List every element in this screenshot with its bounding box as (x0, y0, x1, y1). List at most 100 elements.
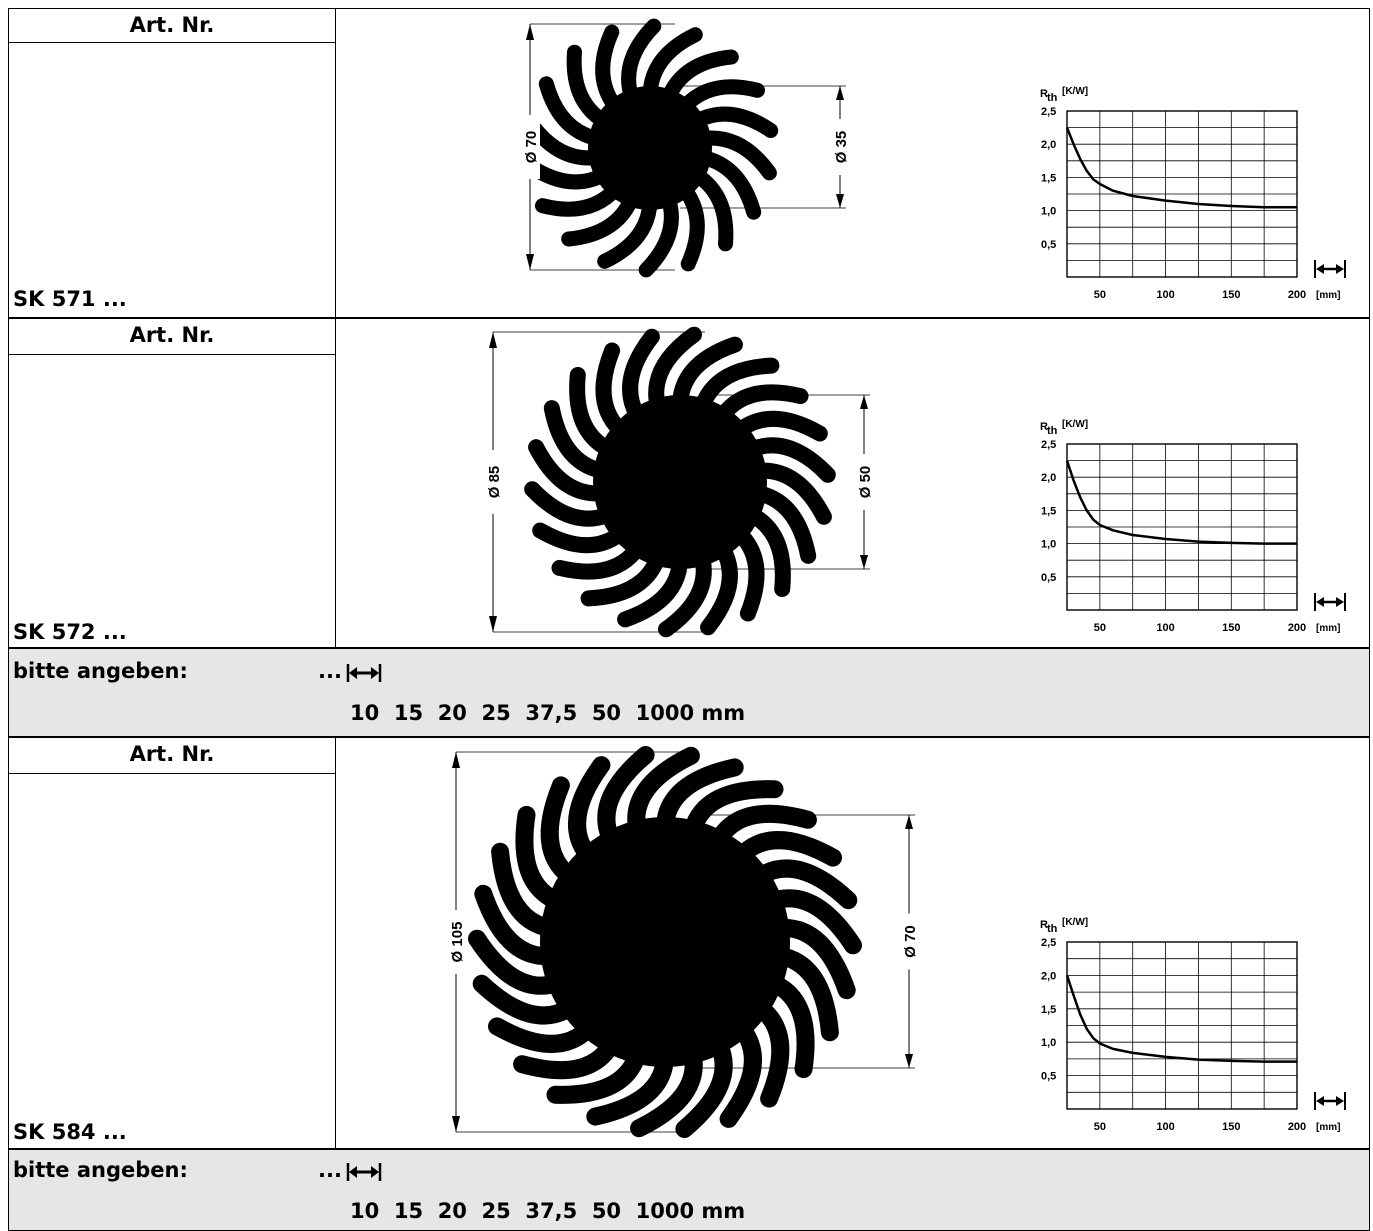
y-tick-label: 0,5 (1041, 1071, 1056, 1083)
arrow-head (836, 194, 844, 208)
rth-curve (1065, 127, 1297, 209)
heatsink-drawing: Ø 105 Ø 70 (446, 746, 919, 1138)
x-tick-label: 200 (1288, 622, 1306, 634)
arrow-head (905, 1054, 913, 1068)
fin (752, 859, 858, 910)
y-tick-label: 2,5 (1041, 937, 1056, 949)
art-nr-column (8, 318, 336, 648)
x-tick-label: 50 (1094, 1121, 1106, 1133)
fin (535, 181, 623, 217)
plot-frame (1066, 110, 1298, 278)
length-arrow-icon (1336, 597, 1344, 607)
art-nr-header: Art. Nr. (8, 8, 336, 43)
fin (597, 746, 655, 848)
arrow-head (452, 1116, 460, 1132)
arrow-head (860, 555, 868, 569)
product-row-sk571 (8, 8, 1370, 318)
x-axis-unit: [mm] (1316, 1122, 1340, 1133)
x-tick-label: 200 (1288, 1121, 1306, 1133)
fin (752, 999, 790, 1108)
y-tick-label: 1,0 (1041, 1037, 1056, 1049)
arrow-head (905, 815, 913, 829)
label-bg (483, 450, 503, 514)
y-axis-label-subscript: th (1047, 923, 1058, 935)
fin (474, 884, 558, 966)
y-tick-label: 1,5 (1041, 172, 1056, 184)
x-tick-label: 50 (1094, 622, 1106, 634)
fin (468, 929, 565, 995)
x-tick-label: 100 (1156, 622, 1174, 634)
fin (731, 525, 765, 622)
order-prefix: ... (318, 659, 342, 683)
dimension-outer-label: Ø 70 (523, 131, 540, 164)
product-row-sk572 (8, 318, 1370, 648)
fin (765, 974, 815, 1079)
fin (710, 804, 817, 848)
label-bg (830, 119, 850, 175)
fin (491, 842, 558, 937)
x-axis-unit: [mm] (1316, 623, 1340, 634)
rth-curve (1065, 460, 1297, 545)
art-nr-column (8, 8, 336, 318)
art-nr-header: Art. Nr. (8, 318, 336, 355)
heatsink-core (593, 395, 767, 569)
fin (772, 947, 839, 1042)
dimension-inner-label: Ø 35 (833, 131, 850, 164)
arrow-head (836, 86, 844, 100)
fin (586, 1050, 674, 1126)
fin (772, 918, 856, 1000)
fin (719, 1020, 762, 1128)
product-row-sk584 (8, 737, 1370, 1149)
y-tick-label: 2,0 (1041, 970, 1056, 982)
length-options: 10 15 20 25 37,5 50 1000 mm (350, 701, 746, 725)
y-tick-label: 1,0 (1041, 539, 1056, 551)
arrow-head (489, 616, 497, 632)
article-number: SK 572 ... (13, 620, 127, 644)
fin (627, 746, 700, 838)
fin (546, 1046, 646, 1104)
y-axis-unit: [K/W] (1062, 419, 1088, 430)
fin (677, 181, 705, 272)
length-options: 10 15 20 25 37,5 50 1000 mm (350, 1199, 746, 1223)
fin (630, 1046, 703, 1138)
art-nr-column (8, 737, 336, 1149)
length-arrow-icon (1316, 264, 1324, 274)
dimension-outer-label: Ø 85 (486, 466, 503, 499)
length-arrow-icon (1336, 1096, 1344, 1106)
order-prefix: ... (318, 1158, 342, 1182)
y-axis-label-subscript: th (1047, 92, 1058, 104)
y-axis-label: R (1040, 919, 1048, 931)
x-tick-label: 200 (1288, 289, 1306, 301)
fin (765, 889, 862, 955)
heatsink-core (540, 817, 790, 1067)
fin (532, 522, 629, 554)
length-arrow-icon (1316, 597, 1324, 607)
fin (540, 776, 578, 885)
x-tick-label: 100 (1156, 1121, 1174, 1133)
fin (515, 805, 565, 910)
rth-curve (1065, 975, 1297, 1063)
order-info-row (8, 648, 1370, 737)
arrow-head (452, 752, 460, 768)
length-arrow-icon (346, 1163, 382, 1181)
fin (684, 780, 784, 838)
dimension-outer-label: Ø 105 (449, 922, 466, 963)
arrow-head (526, 24, 534, 40)
y-tick-label: 2,5 (1041, 439, 1056, 451)
fin (675, 1036, 733, 1138)
fin (513, 1036, 620, 1080)
y-tick-label: 2,5 (1041, 106, 1056, 118)
length-arrow-icon (346, 664, 382, 682)
length-arrow-icon (1316, 1096, 1324, 1106)
plot-frame (1066, 443, 1298, 611)
dimension-inner-label: Ø 50 (857, 466, 874, 499)
y-tick-label: 0,5 (1041, 572, 1056, 584)
y-axis-label: R (1040, 88, 1048, 100)
y-axis-unit: [K/W] (1062, 86, 1088, 97)
x-axis-unit: [mm] (1316, 290, 1340, 301)
y-tick-label: 1,5 (1041, 1004, 1056, 1016)
heatsink-drawing: Ø 70 Ø 35 (520, 18, 850, 278)
